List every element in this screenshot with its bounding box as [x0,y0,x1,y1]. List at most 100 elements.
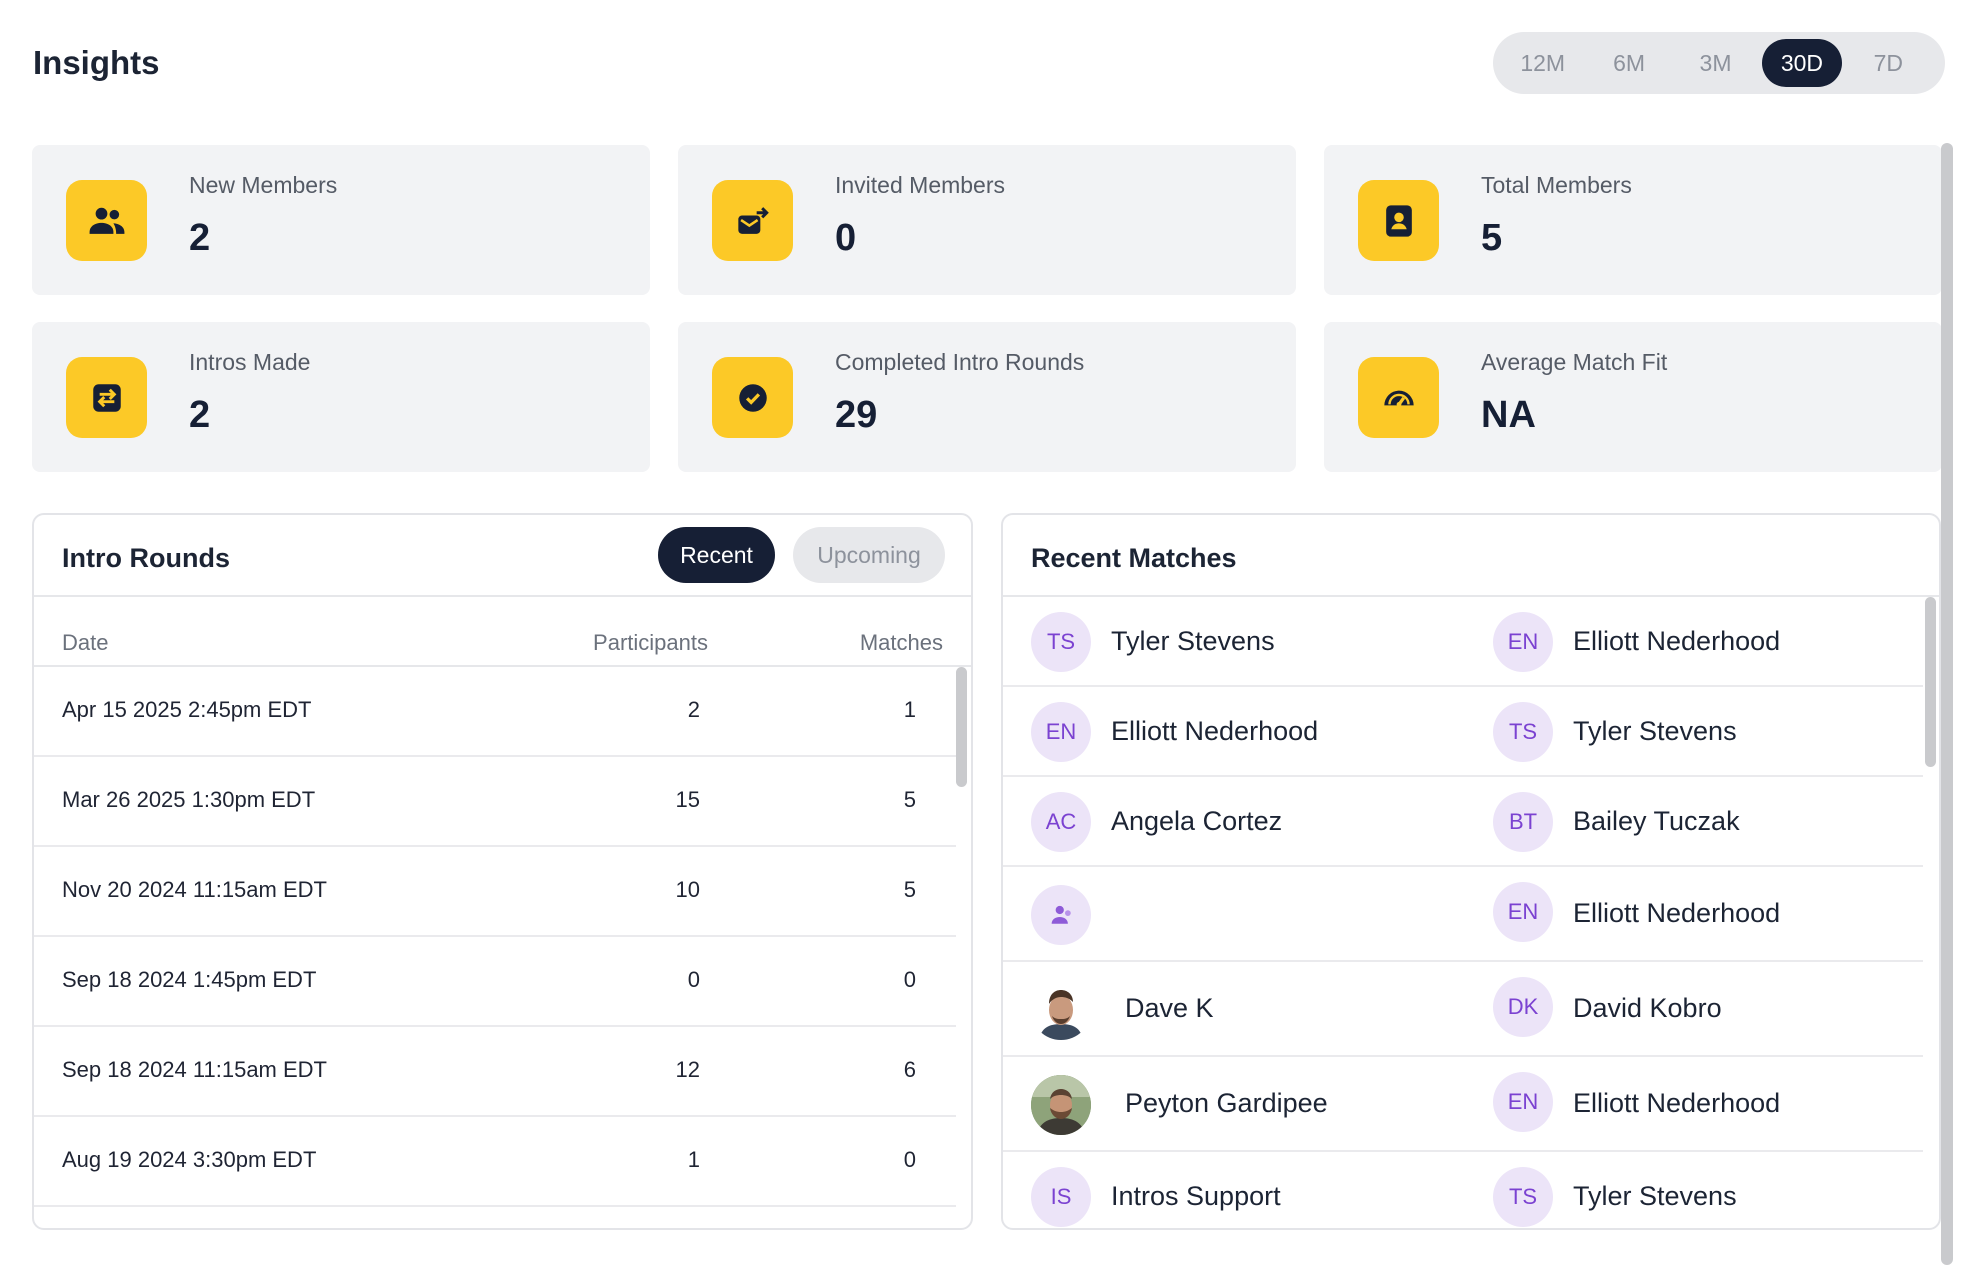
table-row[interactable]: Sep 18 2024 11:15am EDT 12 6 [34,1027,956,1117]
round-matches: 5 [903,877,916,902]
table-row[interactable]: Sep 18 2024 1:45pm EDT 0 0 [34,937,956,1027]
period-12m-button[interactable]: 12M [1520,49,1566,76]
stat-label: Intros Made [189,349,311,375]
avatar: EN [1493,612,1553,672]
stat-label: Invited Members [835,172,1006,198]
table-row[interactable]: Mar 26 2025 1:30pm EDT 15 5 [34,757,956,847]
round-participants: 2 [687,697,700,722]
match-row[interactable]: EN Elliott Nederhood TS Tyler Stevens [1003,687,1923,777]
match-row[interactable]: EN Elliott Nederhood [1003,867,1923,962]
round-matches: 6 [903,1057,916,1082]
swap-arrows-icon [66,357,147,438]
period-30d-button[interactable]: 30D [1762,39,1842,87]
intro-rounds-scrollbar[interactable] [956,667,967,787]
matches-list: TS Tyler Stevens EN Elliott Nederhood EN… [1003,597,1923,1228]
member-name: Intros Support [1111,1181,1281,1211]
round-date: Aug 19 2024 3:30pm EDT [62,1147,317,1172]
divider [34,595,971,597]
member-name: Dave K [1125,993,1214,1023]
column-header-matches: Matches [859,630,943,655]
check-circle-icon [712,357,793,438]
table-row[interactable]: Apr 15 2025 2:45pm EDT 2 1 [34,667,956,757]
contact-card-icon [1358,180,1439,261]
intro-rounds-panel: Intro Rounds Recent Upcoming Date Partic… [32,513,973,1230]
column-header-date: Date [62,630,109,655]
person-placeholder-icon [1031,885,1091,945]
avatar: DK [1493,977,1553,1037]
table-row[interactable]: Aug 19 2024 3:30pm EDT 1 0 [34,1117,956,1207]
stat-label: Completed Intro Rounds [835,349,1085,375]
stat-value: 5 [1481,217,1503,259]
panel-title: Intro Rounds [62,543,230,573]
stat-card-completed-intro-rounds: Completed Intro Rounds 29 [678,322,1296,472]
page-scrollbar[interactable] [1941,143,1953,1265]
round-participants: 12 [675,1057,700,1082]
tab-upcoming[interactable]: Upcoming [793,527,945,583]
recent-matches-scrollbar[interactable] [1925,597,1936,767]
people-icon [66,180,147,261]
avatar: TS [1493,702,1553,762]
gauge-icon [1358,357,1439,438]
member-name: Elliott Nederhood [1573,898,1781,928]
round-date: Sep 18 2024 11:15am EDT [62,1057,327,1082]
table-row[interactable]: Nov 20 2024 11:15am EDT 10 5 [34,847,956,937]
member-name: David Kobro [1573,993,1722,1023]
stat-label: New Members [189,172,338,198]
stat-card-intros-made: Intros Made 2 [32,322,650,472]
stat-card-average-match-fit: Average Match Fit NA [1324,322,1942,472]
round-date: Nov 20 2024 11:15am EDT [62,877,327,902]
match-row[interactable]: AC Angela Cortez BT Bailey Tuczak [1003,777,1923,867]
avatar: IS [1031,1167,1091,1227]
member-name: Tyler Stevens [1573,1181,1737,1211]
match-row[interactable]: IS Intros Support TS Tyler Stevens [1003,1152,1923,1228]
member-name: Elliott Nederhood [1573,626,1781,656]
round-participants: 15 [675,787,700,812]
stat-value: 2 [189,217,211,259]
period-6m-button[interactable]: 6M [1613,49,1646,76]
tab-recent[interactable]: Recent [658,527,775,583]
avatar: EN [1493,1072,1553,1132]
stat-card-invited-members: Invited Members 0 [678,145,1296,295]
avatar: EN [1031,702,1091,762]
match-row[interactable]: Dave K DK David Kobro [1003,962,1923,1057]
round-matches: 0 [903,1147,916,1172]
round-matches: 5 [903,787,916,812]
divider [34,665,971,667]
period-7d-button[interactable]: 7D [1873,49,1904,76]
avatar-photo [1031,980,1091,1040]
match-row[interactable]: Peyton Gardipee EN Elliott Nederhood [1003,1057,1923,1152]
member-name: Elliott Nederhood [1111,716,1319,746]
round-participants: 10 [675,877,700,902]
period-selector: 12M 6M 3M 30D 7D [1493,32,1945,94]
page-title: Insights [33,44,160,81]
member-name: Tyler Stevens [1111,626,1275,656]
stat-label: Total Members [1481,172,1632,198]
member-name: Bailey Tuczak [1573,806,1740,836]
round-matches: 1 [903,697,916,722]
round-matches: 0 [903,967,916,992]
stat-card-total-members: Total Members 5 [1324,145,1942,295]
avatar: BT [1493,792,1553,852]
avatar: AC [1031,792,1091,852]
round-participants: 0 [687,967,700,992]
member-name: Angela Cortez [1111,806,1283,836]
avatar: TS [1031,612,1091,672]
recent-matches-panel: Recent Matches TS Tyler Stevens EN Ellio… [1001,513,1941,1230]
round-date: Mar 26 2025 1:30pm EDT [62,787,316,812]
stat-value: 29 [835,394,878,436]
round-date: Apr 15 2025 2:45pm EDT [62,697,312,722]
round-participants: 1 [687,1147,700,1172]
avatar: TS [1493,1167,1553,1227]
stat-value: 2 [189,394,211,436]
column-header-participants: Participants [593,630,708,655]
member-name: Peyton Gardipee [1125,1088,1328,1118]
member-name: Elliott Nederhood [1573,1088,1781,1118]
intro-rounds-table: Apr 15 2025 2:45pm EDT 2 1 Mar 26 2025 1… [34,667,956,1207]
period-3m-button[interactable]: 3M [1699,49,1732,76]
stat-card-new-members: New Members 2 [32,145,650,295]
avatar: EN [1493,882,1553,942]
stat-value: 0 [835,217,857,259]
member-name: Tyler Stevens [1573,716,1737,746]
round-date: Sep 18 2024 1:45pm EDT [62,967,317,992]
match-row[interactable]: TS Tyler Stevens EN Elliott Nederhood [1003,597,1923,687]
